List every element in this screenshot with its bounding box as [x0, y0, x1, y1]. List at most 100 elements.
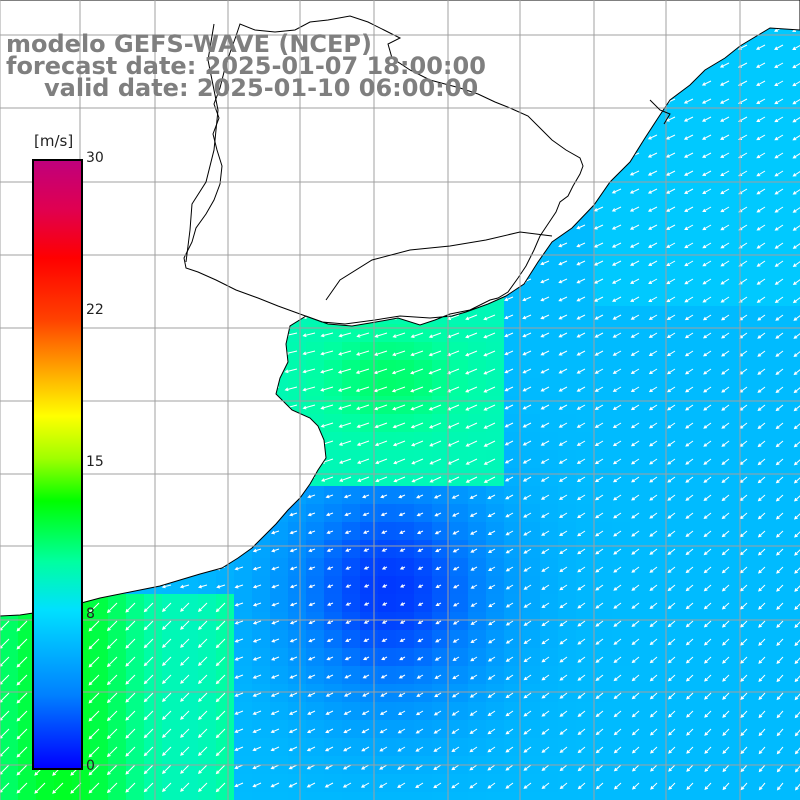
wind-speed-cell — [684, 414, 703, 433]
wind-speed-cell — [666, 270, 685, 289]
wind-arrow-icon — [758, 782, 766, 791]
wind-speed-cell — [612, 306, 631, 325]
wind-speed-cell — [378, 684, 397, 703]
wind-speed-cell — [450, 414, 469, 433]
wind-arrow-icon — [685, 548, 694, 556]
wind-arrow-icon — [106, 692, 118, 704]
wind-arrow-icon — [667, 458, 676, 465]
wind-arrow-icon — [452, 512, 460, 517]
wind-arrow-icon — [740, 746, 748, 755]
wind-speed-cell — [396, 432, 415, 451]
wind-arrow-icon — [451, 692, 460, 698]
wind-speed-cell — [324, 522, 343, 541]
wind-arrow-icon — [307, 512, 316, 517]
wind-arrow-icon — [758, 620, 766, 628]
wind-arrow-icon — [302, 386, 316, 392]
wind-arrow-icon — [613, 782, 622, 790]
wind-speed-cell — [702, 576, 721, 595]
wind-speed-cell — [666, 180, 685, 199]
wind-speed-cell — [288, 540, 307, 559]
wind-speed-cell — [702, 108, 721, 127]
wind-speed-cell — [468, 666, 487, 685]
wind-speed-cell — [414, 720, 433, 739]
wind-speed-cell — [666, 360, 685, 379]
wind-speed-cell — [774, 198, 793, 217]
wind-arrow-icon — [523, 602, 532, 608]
wind-arrow-icon — [393, 458, 406, 465]
wind-speed-cell — [684, 90, 703, 109]
wind-arrow-icon — [612, 350, 622, 356]
wind-speed-cell — [522, 666, 541, 685]
wind-speed-cell — [576, 342, 595, 361]
wind-speed-cell — [630, 396, 649, 415]
wind-arrow-icon — [632, 782, 640, 790]
wind-speed-cell — [648, 198, 667, 217]
wind-arrow-icon — [416, 674, 424, 679]
wind-arrow-icon — [558, 458, 568, 464]
wind-speed-cell — [666, 612, 685, 631]
wind-arrow-icon — [180, 602, 190, 612]
wind-arrow-icon — [703, 404, 712, 411]
wind-speed-cell — [378, 702, 397, 721]
wind-speed-cell — [504, 612, 523, 631]
wind-speed-cell — [684, 684, 703, 703]
wind-speed-cell — [558, 738, 577, 757]
wind-speed-cell — [414, 378, 433, 397]
wind-speed-cell — [756, 126, 775, 145]
wind-arrow-icon — [470, 530, 478, 535]
wind-arrow-icon — [433, 746, 442, 752]
wind-speed-cell — [558, 306, 577, 325]
wind-speed-cell — [468, 342, 487, 361]
wind-arrow-icon — [756, 80, 766, 86]
wind-speed-cell — [702, 396, 721, 415]
wind-arrow-icon — [649, 512, 658, 519]
wind-arrow-icon — [559, 620, 568, 627]
wind-speed-cell — [558, 576, 577, 595]
wind-arrow-icon — [523, 548, 532, 554]
wind-arrow-icon — [774, 62, 784, 68]
wind-arrow-icon — [320, 422, 334, 428]
wind-arrow-icon — [593, 260, 604, 266]
wind-speed-cell — [792, 612, 800, 631]
wind-speed-cell — [252, 720, 271, 739]
wind-arrow-icon — [483, 440, 496, 447]
wind-speed-cell — [486, 432, 505, 451]
wind-arrow-icon — [756, 224, 766, 231]
wind-speed-cell — [576, 252, 595, 271]
wind-speed-cell — [738, 486, 757, 505]
wind-arrow-icon — [326, 530, 334, 535]
wind-speed-cell — [540, 252, 559, 271]
wind-arrow-icon — [795, 783, 800, 791]
wind-speed-cell — [702, 126, 721, 145]
wind-arrow-icon — [143, 692, 154, 703]
wind-arrow-icon — [794, 675, 800, 683]
wind-arrow-icon — [576, 476, 586, 482]
wind-arrow-icon — [774, 278, 784, 285]
wind-speed-cell — [468, 522, 487, 541]
wind-speed-cell — [720, 288, 739, 307]
wind-arrow-icon — [106, 728, 118, 740]
wind-speed-cell — [594, 576, 613, 595]
wind-arrow-icon — [558, 386, 568, 392]
wind-arrow-icon — [720, 206, 730, 213]
wind-speed-cell — [378, 576, 397, 595]
wind-speed-cell — [594, 252, 613, 271]
wind-arrow-icon — [540, 422, 550, 428]
wind-arrow-icon — [180, 656, 190, 666]
wind-arrow-icon — [125, 764, 136, 775]
wind-speed-cell — [738, 252, 757, 271]
wind-arrow-icon — [411, 476, 424, 483]
wind-speed-cell — [396, 630, 415, 649]
wind-arrow-icon — [362, 692, 370, 697]
wind-arrow-icon — [703, 386, 712, 393]
wind-speed-cell — [342, 666, 361, 685]
wind-arrow-icon — [702, 332, 712, 339]
wind-speed-cell — [702, 666, 721, 685]
wind-arrow-icon — [488, 566, 496, 571]
wind-arrow-icon — [704, 782, 712, 791]
wind-arrow-icon — [435, 638, 442, 643]
wind-arrow-icon — [721, 458, 730, 465]
wind-speed-cell — [342, 540, 361, 559]
wind-arrow-icon — [505, 512, 514, 518]
wind-speed-cell — [702, 162, 721, 181]
